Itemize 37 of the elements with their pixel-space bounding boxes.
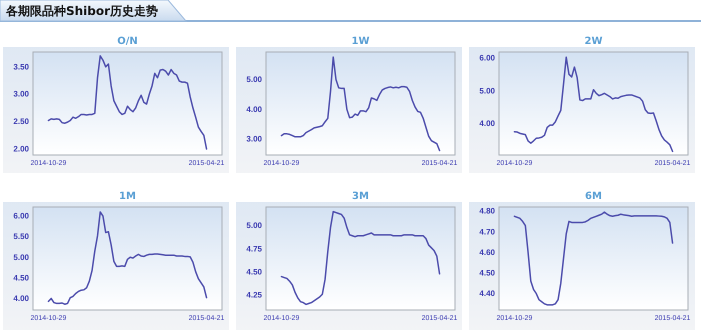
chart-title: 3M (352, 191, 369, 202)
line-series (48, 211, 208, 305)
y-tick-label: 2.00 (13, 144, 30, 154)
y-tick-label: 3.00 (246, 134, 263, 144)
text: 各期限品种Shibor历史走势 (5, 4, 158, 18)
y-tick-label: 5.50 (13, 232, 30, 242)
line-series (514, 211, 674, 306)
chart-title: O/N (117, 36, 138, 47)
y-tick-label: 4.00 (479, 119, 496, 128)
y-tick-label: 4.50 (479, 268, 496, 278)
y-tick-label: 5.00 (246, 221, 263, 230)
y-tick-label: 4.00 (246, 104, 263, 114)
y-tick-label: 5.00 (479, 86, 496, 96)
line-series (48, 55, 208, 150)
y-tick-label: 4.80 (479, 206, 496, 216)
y-tick-label: 3.50 (13, 62, 30, 72)
line-series (514, 56, 674, 152)
chart-title: 2W (584, 36, 602, 47)
y-tick-label: 5.00 (246, 75, 263, 84)
y-tick-label: 4.50 (13, 273, 30, 282)
y-tick-label: 4.75 (246, 244, 263, 254)
y-tick-label: 3.00 (13, 90, 30, 99)
y-tick-label: 4.70 (479, 227, 496, 236)
line-series (280, 56, 440, 152)
y-tick-label: 4.50 (246, 268, 263, 277)
y-tick-label: 4.40 (479, 289, 496, 298)
y-tick-label: 4.25 (246, 290, 263, 300)
line-series (280, 210, 440, 306)
chart-title: 1M (119, 191, 136, 202)
y-tick-label: 2.50 (13, 117, 30, 126)
chart-title: 6M (585, 191, 602, 202)
chart-title: 1W (352, 36, 370, 47)
y-tick-label: 4.60 (479, 248, 496, 257)
y-tick-label: 4.00 (13, 294, 30, 304)
y-tick-label: 6.00 (13, 212, 30, 221)
y-tick-label: 5.00 (13, 252, 30, 262)
y-tick-label: 6.00 (479, 53, 496, 62)
